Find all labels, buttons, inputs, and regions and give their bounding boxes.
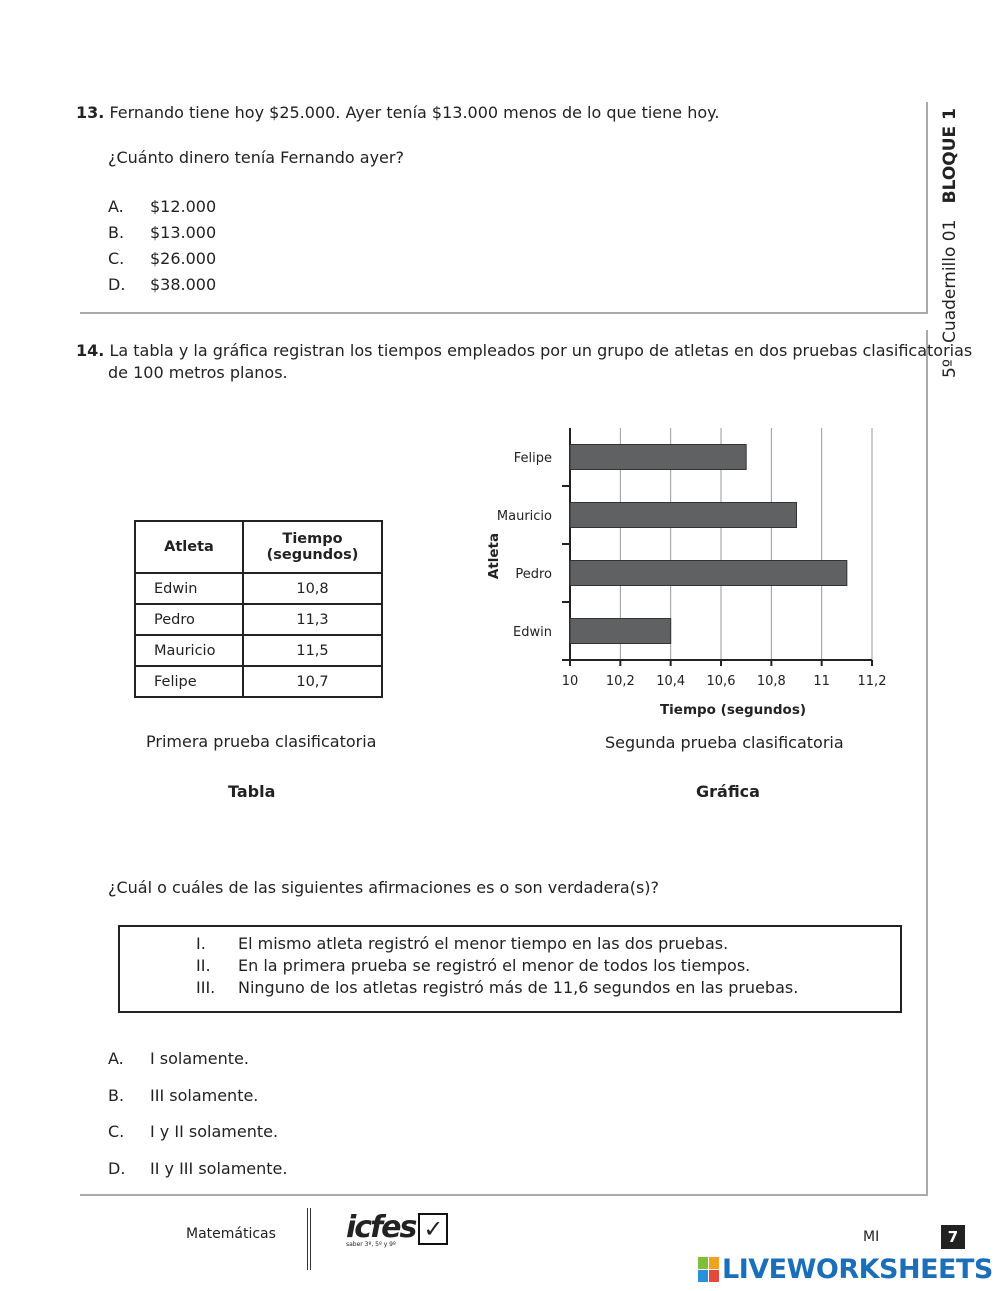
statement-text: El mismo atleta registró el menor tiempo… xyxy=(238,934,729,953)
y-category-label: Edwin xyxy=(513,625,552,640)
cell: 10,7 xyxy=(242,665,383,698)
table-row: Pedro 11,3 xyxy=(134,603,383,636)
statement-text: Fernando tiene hoy $25.000. Ayer tenía $… xyxy=(109,103,720,122)
chart-caption: Segunda prueba clasificatoria xyxy=(605,733,844,752)
statement-number: III. xyxy=(196,978,216,997)
page-number: 7 xyxy=(941,1225,965,1249)
x-tick-label: 10 xyxy=(562,674,579,689)
statement-number: II. xyxy=(196,956,211,975)
option-letter: A. xyxy=(108,1049,124,1068)
statement-number: I. xyxy=(196,934,206,953)
side-divider xyxy=(926,102,928,314)
y-category-label: Pedro xyxy=(515,567,552,582)
answer-option[interactable]: A. I solamente. xyxy=(108,1049,249,1068)
x-tick-label: 10,4 xyxy=(656,674,685,689)
x-axis-title: Tiempo (segundos) xyxy=(660,702,806,718)
table-row: Edwin 10,8 xyxy=(134,572,383,605)
statement-item: III. Ninguno de los atletas registró más … xyxy=(196,978,798,997)
bar-edwin xyxy=(569,618,672,644)
liveworksheets-watermark: LIVEWORKSHEETS xyxy=(698,1254,993,1285)
option-text: $13.000 xyxy=(150,223,217,242)
cell: Edwin xyxy=(134,572,244,605)
cell: Pedro xyxy=(134,603,244,636)
option-letter: A. xyxy=(108,197,124,216)
q14-question: ¿Cuál o cuáles de las siguientes afirmac… xyxy=(108,878,660,897)
answer-option[interactable]: A. $12.000 xyxy=(108,197,216,216)
times-table: Atleta Tiempo (segundos) Edwin 10,8 Pedro 1… xyxy=(134,520,383,698)
booklet-label: Cuadernillo 01 xyxy=(940,219,960,343)
answer-option[interactable]: B. III solamente. xyxy=(108,1086,258,1105)
column-header: Atleta xyxy=(134,520,244,574)
x-tick-label: 10,6 xyxy=(707,674,736,689)
option-letter: B. xyxy=(108,1085,125,1105)
answer-option[interactable]: D. II y III solamente. xyxy=(108,1159,287,1178)
bar-felipe xyxy=(569,444,747,470)
cell: 11,3 xyxy=(242,603,383,636)
side-label: 5º Cuadernillo 01 BLOQUE 1 xyxy=(940,108,960,378)
q14-statement: 14. La tabla y la gráfica registran los … xyxy=(76,341,972,360)
grade-label: 5º xyxy=(940,359,960,378)
x-tick-label: 10,2 xyxy=(606,674,635,689)
x-tick-label: 11 xyxy=(813,674,830,689)
chart-label: Gráfica xyxy=(696,782,760,801)
section-divider xyxy=(80,1194,928,1196)
option-letter: C. xyxy=(108,249,125,268)
option-letter: C. xyxy=(108,1122,125,1141)
option-text: I solamente. xyxy=(150,1049,249,1068)
cell: Mauricio xyxy=(134,634,244,667)
bar-chart: 10 10,2 10,4 10,6 10,8 11 11,2 Felipe Mauricio Pe… xyxy=(486,428,887,718)
header-line: Tiempo xyxy=(282,531,343,547)
answer-option[interactable]: D. $38.000 xyxy=(108,275,216,294)
booklet-code: MI xyxy=(863,1229,880,1245)
option-text: $12.000 xyxy=(150,197,217,216)
option-letter: D. xyxy=(108,275,126,294)
answer-option[interactable]: C. I y II solamente. xyxy=(108,1122,278,1141)
y-category-label: Mauricio xyxy=(497,509,552,524)
icfes-logo: icfes ✓ saber 3º, 5º y 9º xyxy=(346,1210,449,1248)
subject-label: Matemáticas xyxy=(186,1226,276,1242)
statements-box: I. El mismo atleta registró el menor tiem… xyxy=(118,925,902,1013)
statement-text: Ninguno de los atletas registró más de 1… xyxy=(238,978,799,997)
option-text: II y III solamente. xyxy=(150,1158,288,1178)
footer-divider xyxy=(307,1208,311,1270)
question-number: 13. xyxy=(76,103,105,122)
statement-item: II. En la primera prueba se registró el m… xyxy=(196,956,750,975)
option-text: I y II solamente. xyxy=(150,1122,279,1141)
watermark-text: LIVEWORKSHEETS xyxy=(722,1254,993,1285)
option-text: $26.000 xyxy=(150,249,217,268)
statement-text: La tabla y la gráfica registran los tiem… xyxy=(109,341,973,360)
x-tick-label: 10,8 xyxy=(757,674,786,689)
option-text: III solamente. xyxy=(150,1085,259,1105)
table-caption: Primera prueba clasificatoria xyxy=(146,732,377,751)
statement-text: de 100 metros planos. xyxy=(108,363,288,382)
table-row: Felipe 10,7 xyxy=(134,665,383,698)
question-number: 14. xyxy=(76,341,105,360)
cell: Felipe xyxy=(134,665,244,698)
liveworksheets-logo-icon xyxy=(698,1257,719,1282)
option-text: $38.000 xyxy=(150,275,217,294)
bar-mauricio xyxy=(569,502,797,528)
cell: 10,8 xyxy=(242,572,383,605)
block-label: BLOQUE 1 xyxy=(940,108,960,204)
q13-question: ¿Cuánto dinero tenía Fernando ayer? xyxy=(108,148,404,167)
bar-pedro xyxy=(569,560,848,586)
option-letter: B. xyxy=(108,223,125,242)
x-tick-label: 11,2 xyxy=(858,674,887,689)
answer-option[interactable]: C. $26.000 xyxy=(108,249,216,268)
table-row: Mauricio 11,5 xyxy=(134,634,383,667)
statement-item: I. El mismo atleta registró el menor tiem… xyxy=(196,934,728,953)
answer-option[interactable]: B. $13.000 xyxy=(108,223,216,242)
side-divider xyxy=(926,330,928,1196)
q13-statement: 13. Fernando tiene hoy $25.000. Ayer ten… xyxy=(76,103,719,122)
option-letter: D. xyxy=(108,1158,126,1178)
header-line: (segundos) xyxy=(266,547,359,563)
column-header: Tiempo (segundos) xyxy=(242,520,383,574)
section-divider xyxy=(80,312,928,314)
statement-text: En la primera prueba se registró el meno… xyxy=(238,956,751,975)
y-category-label: Felipe xyxy=(514,451,552,466)
y-axis-title: Atleta xyxy=(486,533,502,579)
table-label: Tabla xyxy=(228,782,276,801)
cell: 11,5 xyxy=(242,634,383,667)
